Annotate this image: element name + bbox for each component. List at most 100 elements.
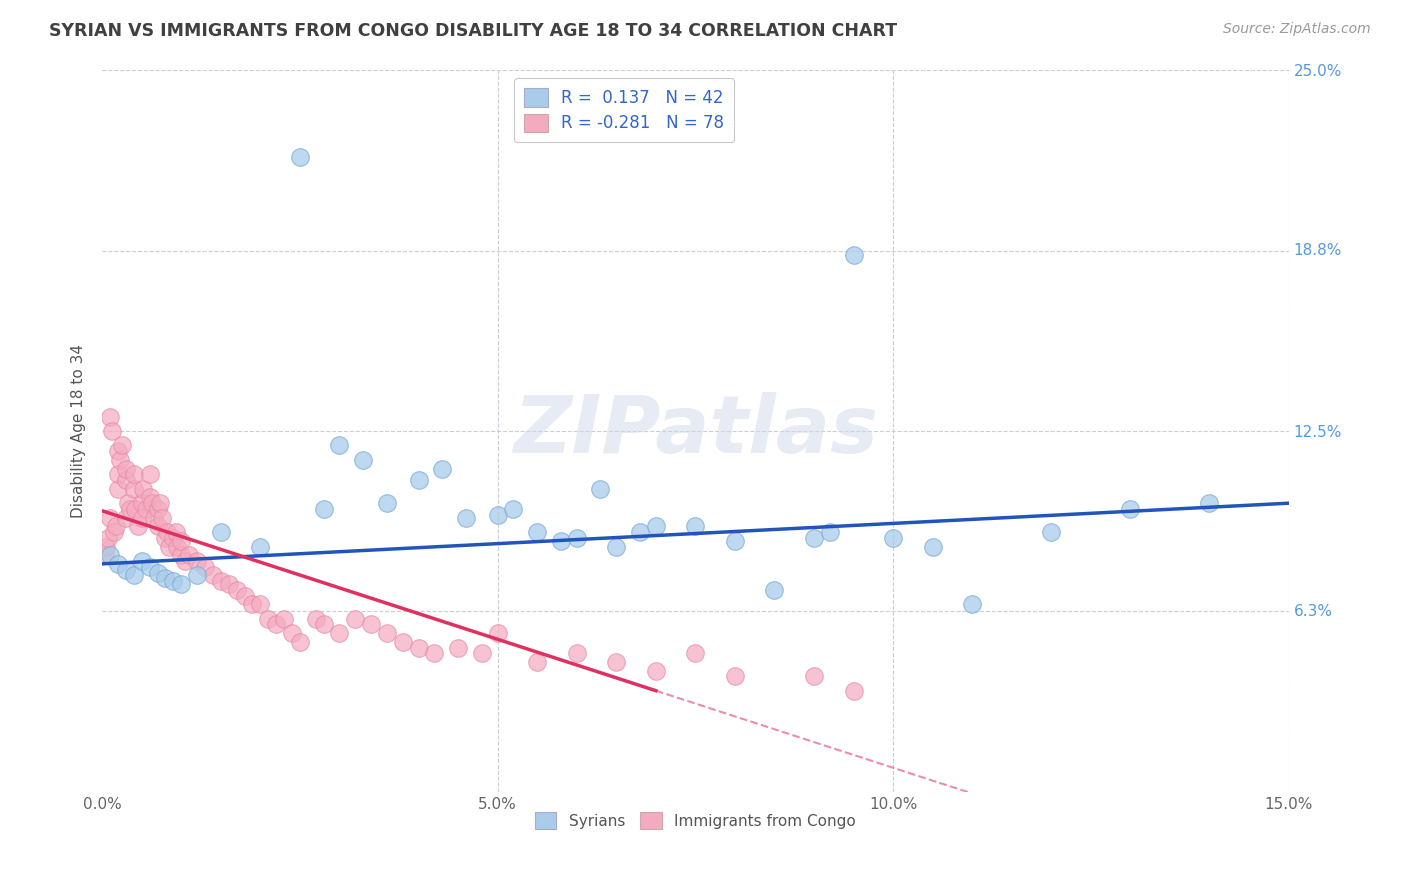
Point — [122, 568, 145, 582]
Point — [565, 531, 588, 545]
Point — [131, 510, 153, 524]
Point — [685, 519, 707, 533]
Point — [328, 438, 350, 452]
Point — [526, 524, 548, 539]
Point — [146, 566, 169, 580]
Point — [141, 496, 163, 510]
Point — [132, 482, 155, 496]
Point — [249, 597, 271, 611]
Point — [803, 669, 825, 683]
Point — [589, 482, 612, 496]
Point — [375, 626, 398, 640]
Point — [96, 540, 118, 554]
Point — [97, 531, 120, 545]
Point — [288, 150, 311, 164]
Point — [103, 524, 125, 539]
Point — [328, 626, 350, 640]
Point — [305, 612, 328, 626]
Point — [486, 508, 509, 522]
Point — [447, 640, 470, 655]
Point — [149, 496, 172, 510]
Point — [312, 502, 335, 516]
Point — [115, 563, 138, 577]
Point — [628, 524, 651, 539]
Point — [408, 640, 430, 655]
Point — [233, 589, 256, 603]
Point — [249, 540, 271, 554]
Point — [344, 612, 367, 626]
Point — [115, 461, 138, 475]
Point — [273, 612, 295, 626]
Point — [115, 510, 138, 524]
Point — [101, 424, 124, 438]
Point — [166, 540, 188, 554]
Text: SYRIAN VS IMMIGRANTS FROM CONGO DISABILITY AGE 18 TO 34 CORRELATION CHART: SYRIAN VS IMMIGRANTS FROM CONGO DISABILI… — [49, 22, 897, 40]
Point — [111, 438, 134, 452]
Point — [170, 577, 193, 591]
Point — [408, 473, 430, 487]
Point — [131, 554, 153, 568]
Point — [565, 646, 588, 660]
Point — [1040, 524, 1063, 539]
Point — [842, 248, 865, 262]
Point — [432, 461, 454, 475]
Point — [281, 626, 304, 640]
Point — [526, 655, 548, 669]
Point — [170, 548, 193, 562]
Point — [803, 531, 825, 545]
Point — [107, 482, 129, 496]
Point — [209, 574, 232, 589]
Point — [98, 510, 121, 524]
Point — [644, 519, 666, 533]
Point — [138, 559, 160, 574]
Point — [170, 533, 193, 548]
Point — [242, 597, 264, 611]
Point — [194, 559, 217, 574]
Point — [122, 467, 145, 482]
Point — [174, 554, 197, 568]
Point — [155, 571, 177, 585]
Point — [375, 496, 398, 510]
Point — [842, 684, 865, 698]
Point — [135, 502, 157, 516]
Legend: Syrians, Immigrants from Congo: Syrians, Immigrants from Congo — [529, 806, 862, 835]
Point — [127, 519, 149, 533]
Point — [225, 582, 247, 597]
Point — [138, 467, 160, 482]
Point — [201, 568, 224, 582]
Point — [763, 582, 786, 597]
Point — [352, 453, 374, 467]
Point — [486, 626, 509, 640]
Point — [218, 577, 240, 591]
Point — [162, 531, 184, 545]
Point — [960, 597, 983, 611]
Point — [98, 409, 121, 424]
Point — [118, 502, 141, 516]
Point — [644, 664, 666, 678]
Text: Source: ZipAtlas.com: Source: ZipAtlas.com — [1223, 22, 1371, 37]
Point — [146, 519, 169, 533]
Point — [162, 574, 184, 589]
Point — [98, 548, 121, 562]
Point — [131, 496, 153, 510]
Point — [115, 473, 138, 487]
Point — [391, 635, 413, 649]
Point — [471, 646, 494, 660]
Point — [1119, 502, 1142, 516]
Point — [288, 635, 311, 649]
Point — [165, 524, 187, 539]
Point — [93, 548, 115, 562]
Point — [155, 531, 177, 545]
Point — [110, 453, 132, 467]
Point — [605, 540, 627, 554]
Point — [104, 519, 127, 533]
Point — [423, 646, 446, 660]
Point — [146, 502, 169, 516]
Point — [264, 617, 287, 632]
Point — [882, 531, 904, 545]
Point — [209, 524, 232, 539]
Point — [156, 524, 179, 539]
Point — [921, 540, 943, 554]
Point — [257, 612, 280, 626]
Point — [107, 467, 129, 482]
